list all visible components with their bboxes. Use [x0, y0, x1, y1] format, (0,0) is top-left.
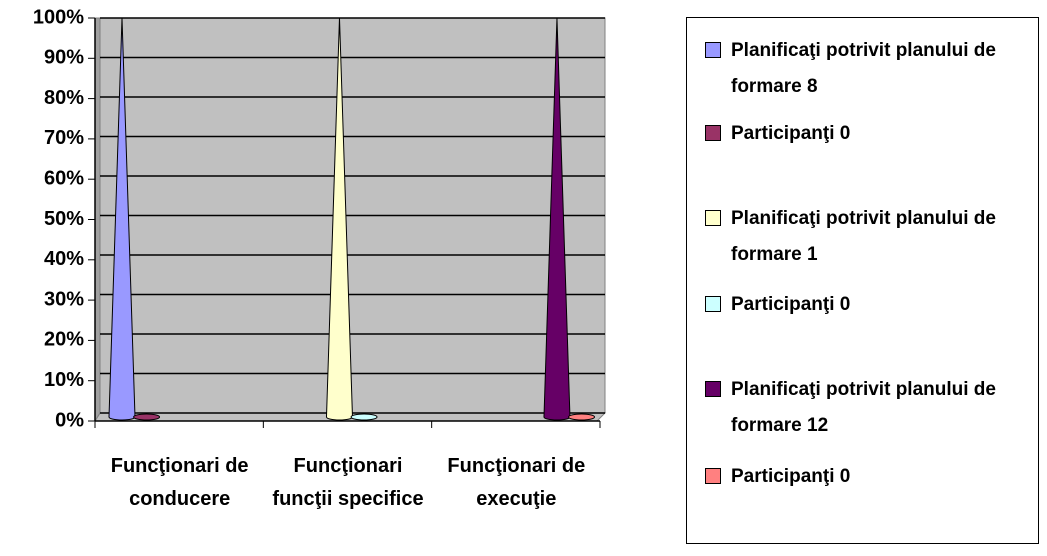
legend-label: Participanţi 0: [731, 123, 851, 144]
x-tick-label: Funcţionari de execuţie: [447, 455, 586, 510]
y-tick-label: 100%: [33, 6, 84, 28]
legend-swatch: [705, 42, 721, 58]
y-tick-label: 0%: [55, 409, 84, 431]
legend-swatch: [705, 125, 721, 141]
cone: [133, 413, 161, 421]
legend-swatch: [705, 381, 721, 397]
legend-swatch: [705, 210, 721, 226]
y-tick-label: 10%: [44, 369, 84, 391]
y-tick-label: 60%: [44, 167, 84, 189]
y-tick-label: 70%: [44, 127, 84, 149]
y-tick-label: 20%: [44, 329, 84, 351]
y-tick-label: 80%: [44, 87, 84, 109]
legend-label: Participanţi 0: [731, 294, 851, 315]
cone: [350, 413, 378, 421]
legend-swatch: [705, 468, 721, 484]
y-tick-label: 30%: [44, 288, 84, 310]
legend-label: Planificaţi potrivit planului de formare…: [731, 379, 996, 436]
y-tick-label: 90%: [44, 47, 84, 69]
y-tick-label: 40%: [44, 248, 84, 270]
cone: [568, 413, 596, 421]
legend-label: Participanţi 0: [731, 466, 851, 487]
y-tick-label: 50%: [44, 208, 84, 230]
x-tick-label: Funcţionari funcţii specifice: [272, 455, 424, 510]
x-tick-label: Funcţionari de conducere: [110, 455, 249, 510]
legend-swatch: [705, 296, 721, 312]
legend-label: Planificaţi potrivit planului de formare…: [731, 40, 996, 97]
legend-label: Planificaţi potrivit planului de formare…: [731, 208, 996, 265]
legend: Planificaţi potrivit planului de formare…: [686, 17, 1039, 544]
